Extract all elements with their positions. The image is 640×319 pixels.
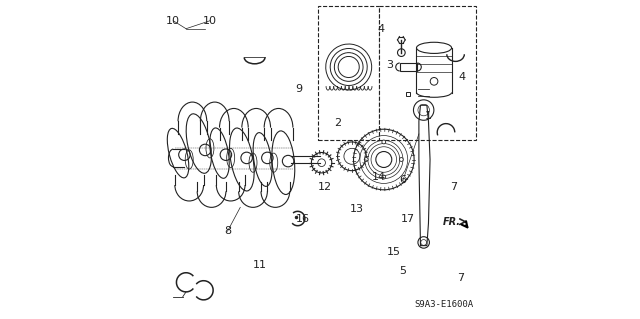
Text: FR.: FR.	[442, 217, 460, 227]
Text: 1: 1	[425, 111, 432, 122]
Text: 11: 11	[252, 260, 266, 270]
Text: 7: 7	[457, 272, 464, 283]
Bar	[379, 6, 476, 140]
Text: 17: 17	[401, 213, 415, 224]
Text: 4: 4	[378, 24, 385, 34]
Text: 10: 10	[203, 16, 217, 26]
Text: 8: 8	[224, 226, 231, 236]
Text: 3: 3	[387, 60, 394, 70]
Bar	[400, 63, 417, 71]
Text: 6: 6	[399, 175, 406, 185]
Text: 7: 7	[451, 182, 458, 192]
Text: 12: 12	[317, 182, 332, 192]
Text: 13: 13	[349, 204, 364, 214]
Text: 16: 16	[296, 213, 310, 224]
Text: 14: 14	[372, 172, 386, 182]
Text: 4: 4	[458, 71, 465, 82]
Bar	[319, 6, 379, 140]
Circle shape	[399, 158, 403, 161]
Text: 15: 15	[387, 247, 401, 257]
Text: S9A3-E1600A: S9A3-E1600A	[414, 300, 473, 309]
Text: 2: 2	[334, 118, 341, 128]
Circle shape	[382, 175, 386, 179]
Text: 5: 5	[399, 266, 406, 276]
Text: 10: 10	[166, 16, 180, 26]
Circle shape	[364, 158, 368, 161]
Circle shape	[382, 140, 386, 144]
Text: 9: 9	[296, 84, 303, 94]
